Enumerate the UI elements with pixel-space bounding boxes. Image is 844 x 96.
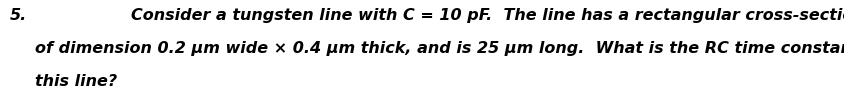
- Text: of dimension 0.2 μm wide × 0.4 μm thick, and is 25 μm long.  What is the RC time: of dimension 0.2 μm wide × 0.4 μm thick,…: [35, 41, 844, 55]
- Text: Consider a tungsten line with C = 10 pF.  The line has a rectangular cross-secti: Consider a tungsten line with C = 10 pF.…: [131, 8, 844, 23]
- Text: this line?: this line?: [35, 74, 117, 89]
- Text: 5.: 5.: [10, 8, 27, 23]
